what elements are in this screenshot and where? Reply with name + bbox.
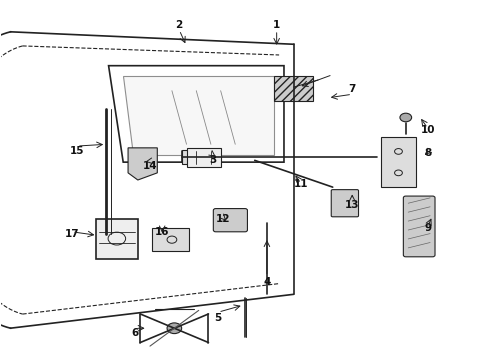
Circle shape [167,323,182,334]
Text: 5: 5 [215,312,222,323]
FancyBboxPatch shape [331,190,359,217]
Text: 9: 9 [424,223,431,233]
Text: 8: 8 [424,148,431,158]
Text: 10: 10 [420,125,435,135]
Polygon shape [274,76,313,102]
Text: 12: 12 [216,214,230,224]
Polygon shape [123,76,274,155]
Bar [182,150,201,164]
Text: 17: 17 [65,229,79,239]
Text: 2: 2 [175,19,183,30]
Text: 15: 15 [70,147,84,157]
Bar [152,228,189,251]
Bar [187,148,220,167]
Polygon shape [381,137,416,187]
Text: 6: 6 [132,328,139,338]
Text: 16: 16 [155,227,170,237]
Text: 7: 7 [348,84,356,94]
Circle shape [400,113,412,122]
FancyBboxPatch shape [403,196,435,257]
Text: 1: 1 [273,19,280,30]
Text: 13: 13 [345,200,360,210]
Text: 11: 11 [294,179,308,189]
Bar [97,219,138,258]
FancyBboxPatch shape [213,208,247,232]
Text: 4: 4 [263,277,270,287]
Text: 14: 14 [143,161,157,171]
Text: 3: 3 [210,156,217,165]
Polygon shape [128,148,157,180]
